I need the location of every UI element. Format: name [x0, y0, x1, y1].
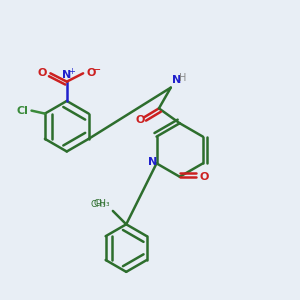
Text: O: O — [38, 68, 47, 78]
Text: +: + — [68, 67, 75, 76]
Text: N: N — [172, 75, 182, 85]
Text: CH₃: CH₃ — [94, 199, 110, 208]
Text: N: N — [148, 157, 157, 167]
Text: O: O — [87, 68, 96, 78]
Text: Cl: Cl — [16, 106, 28, 116]
Text: N: N — [62, 70, 71, 80]
Text: O: O — [200, 172, 209, 182]
Text: H: H — [179, 73, 187, 83]
Text: CH₃: CH₃ — [91, 200, 106, 209]
Text: O: O — [136, 115, 145, 125]
Text: −: − — [92, 65, 101, 75]
